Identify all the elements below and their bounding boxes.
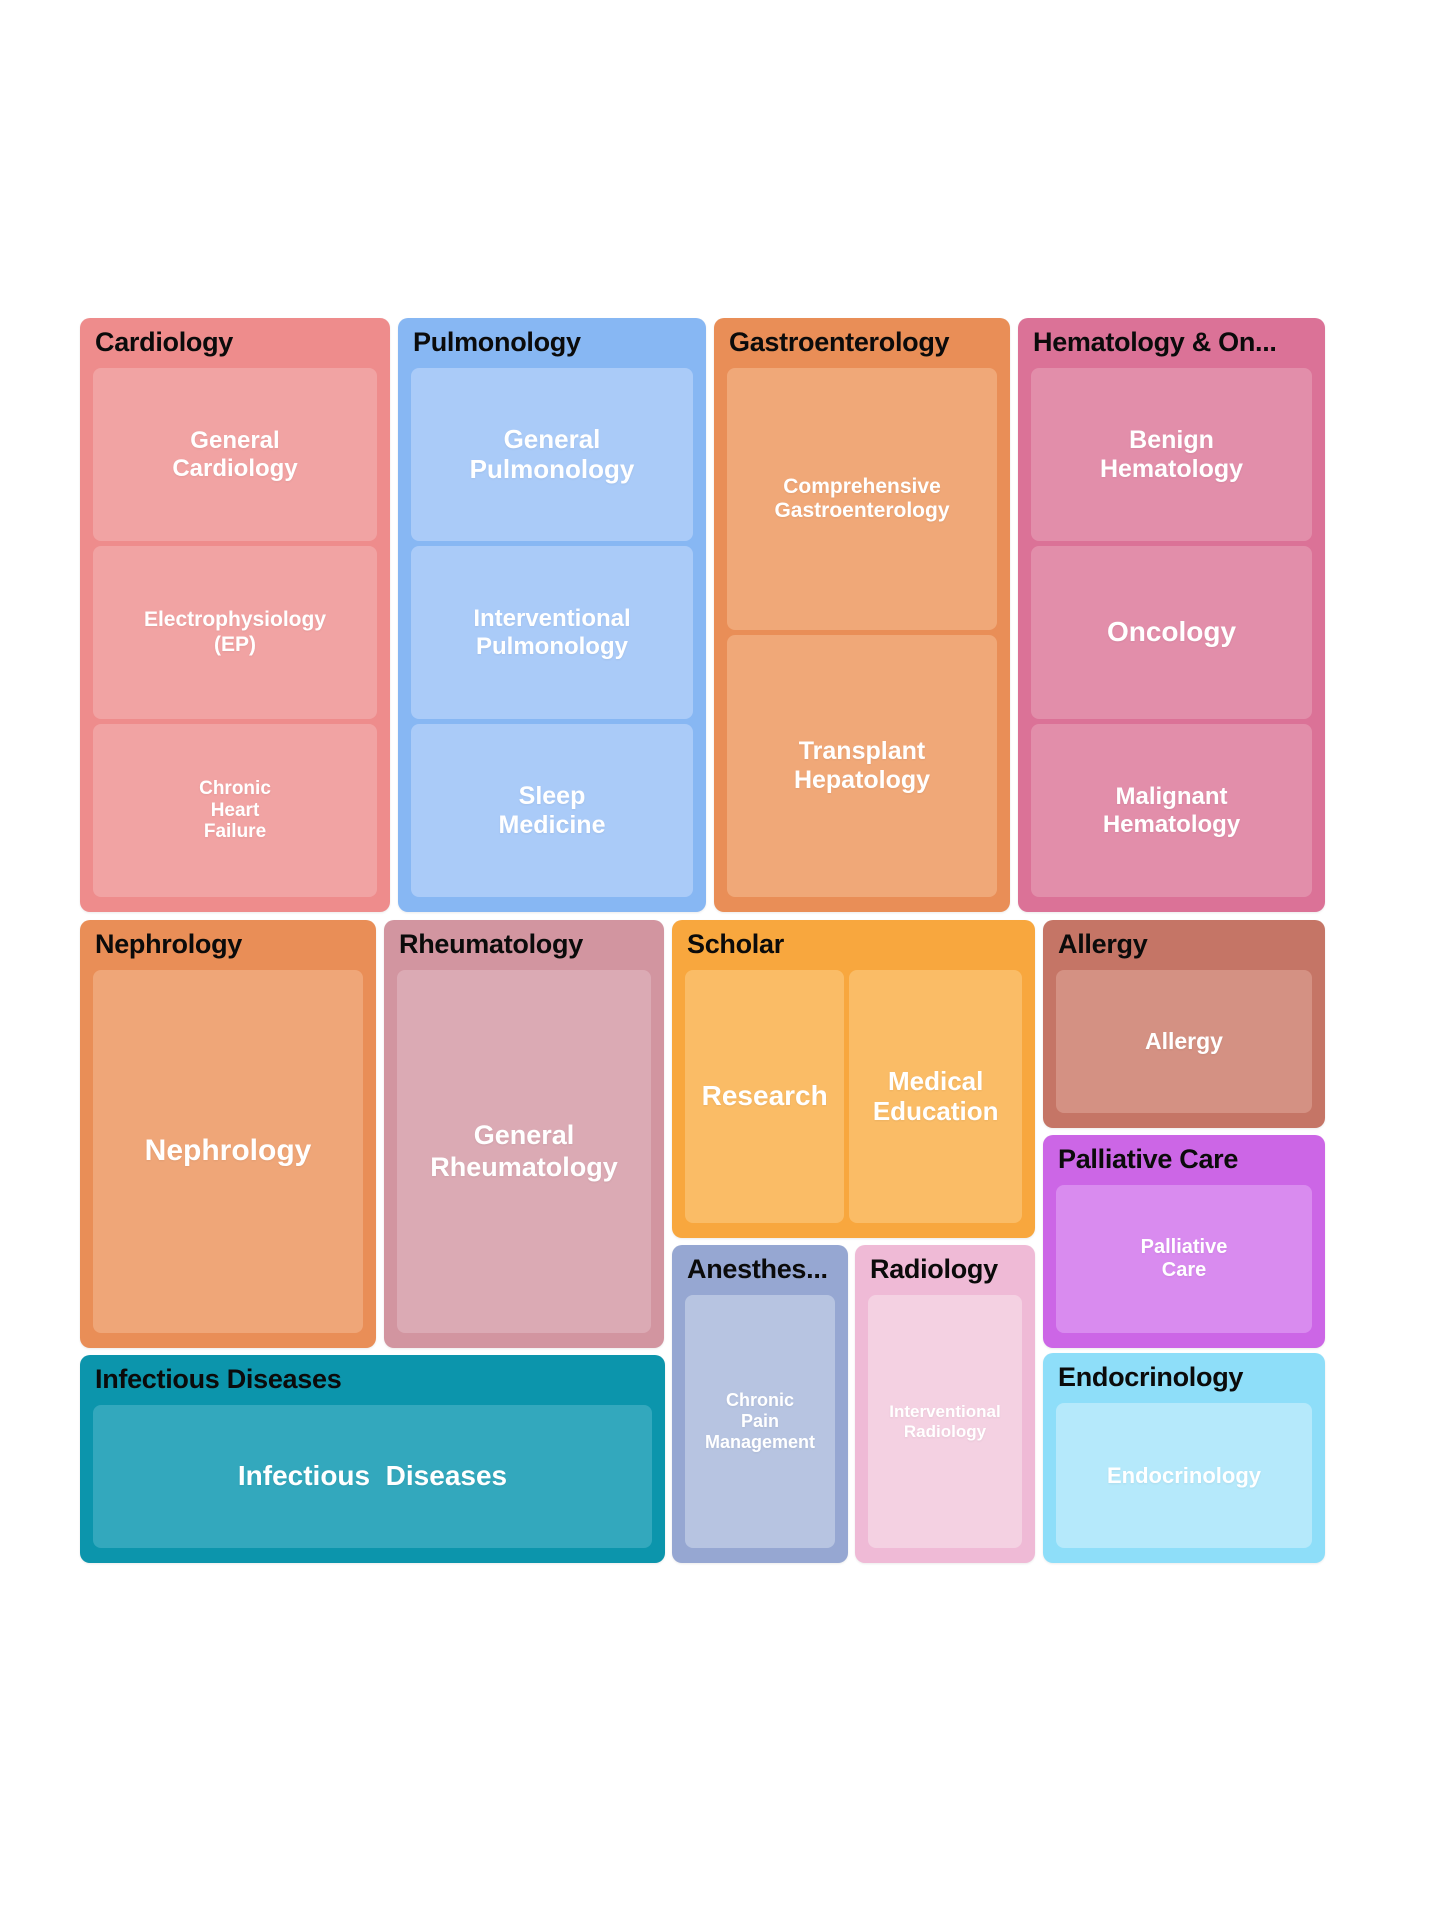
leaf-label: Benign Hematology [1099,425,1244,483]
section-children: Comprehensive Gastroenterology Transplan… [727,368,997,897]
treemap-leaf-transplant-hepatology[interactable]: Transplant Hepatology [727,635,997,897]
specialties-treemap: Cardiology General Cardiology Electrophy… [80,318,1325,1563]
treemap-leaf-benign-hematology[interactable]: Benign Hematology [1031,368,1312,541]
leaf-label: General Cardiology [172,426,298,482]
treemap-leaf-oncology[interactable]: Oncology [1031,546,1312,719]
treemap-leaf-chronic-pain-management[interactable]: Chronic Pain Management [685,1295,835,1548]
leaf-label: Infectious Diseases [237,1460,508,1492]
section-title-gastroenterology: Gastroenterology [729,327,950,357]
treemap-leaf-nephrology[interactable]: Nephrology [93,970,363,1333]
leaf-label: General Rheumatology [430,1120,618,1182]
section-title-cardiology: Cardiology [95,327,234,357]
treemap-leaf-general-rheumatology[interactable]: General Rheumatology [397,970,651,1333]
treemap-leaf-allergy[interactable]: Allergy [1056,970,1312,1113]
section-children: Infectious Diseases [93,1405,652,1548]
section-children: General Rheumatology [397,970,651,1333]
treemap-leaf-malignant-hematology[interactable]: Malignant Hematology [1031,724,1312,897]
leaf-label: Medical Education [872,1065,999,1126]
section-children: General Cardiology Electrophysiology (EP… [93,368,377,897]
section-children: General Pulmonology Interventional Pulmo… [411,368,693,897]
treemap-leaf-electrophysiology[interactable]: Electrophysiology (EP) [93,546,377,719]
section-title-nephrology: Nephrology [95,929,243,959]
section-children: Endocrinology [1056,1403,1312,1548]
treemap-section-hematology-oncology[interactable]: Hematology & On... Benign Hematology Onc… [1018,318,1325,912]
treemap-section-nephrology[interactable]: Nephrology Nephrology [80,920,376,1348]
section-children: Palliative Care [1056,1185,1312,1333]
treemap-leaf-chronic-heart-failure[interactable]: Chronic Heart Failure [93,724,377,897]
treemap-section-pulmonology[interactable]: Pulmonology General Pulmonology Interven… [398,318,706,912]
leaf-label: Malignant Hematology [1102,782,1241,838]
leaf-label: Interventional Pulmonology [473,604,631,660]
section-children: Chronic Pain Management [685,1295,835,1548]
treemap-leaf-general-cardiology[interactable]: General Cardiology [93,368,377,541]
treemap-section-cardiology[interactable]: Cardiology General Cardiology Electrophy… [80,318,390,912]
treemap-leaf-medical-education[interactable]: Medical Education [849,970,1022,1223]
leaf-label: Nephrology [144,1134,312,1168]
section-children: Benign Hematology Oncology Malignant Hem… [1031,368,1312,897]
section-title-pulmonology: Pulmonology [413,327,581,357]
section-title-endocrinology: Endocrinology [1058,1362,1244,1392]
treemap-leaf-endocrinology[interactable]: Endocrinology [1056,1403,1312,1548]
treemap-section-endocrinology[interactable]: Endocrinology Endocrinology [1043,1353,1325,1563]
section-children: Allergy [1056,970,1312,1113]
section-title-allergy: Allergy [1058,929,1148,959]
leaf-label: Transplant Hepatology [793,737,931,794]
leaf-label: General Pulmonology [469,423,635,484]
section-title-anesthesiology: Anesthes... [687,1254,828,1284]
treemap-leaf-interventional-pulmonology[interactable]: Interventional Pulmonology [411,546,693,719]
leaf-label: Electrophysiology (EP) [143,608,327,656]
treemap-leaf-palliative-care[interactable]: Palliative Care [1056,1185,1312,1333]
section-children: Interventional Radiology [868,1295,1022,1548]
treemap-section-palliative-care[interactable]: Palliative Care Palliative Care [1043,1135,1325,1348]
leaf-label: Endocrinology [1107,1462,1261,1488]
section-title-palliative-care: Palliative Care [1058,1144,1239,1174]
treemap-section-infectious-diseases[interactable]: Infectious Diseases Infectious Diseases [80,1355,665,1563]
treemap-section-scholar[interactable]: Scholar Research Medical Education [672,920,1035,1238]
section-title-radiology: Radiology [870,1254,998,1284]
section-children: Research Medical Education [685,970,1022,1223]
leaf-label: Research [701,1080,828,1112]
leaf-label: Comprehensive Gastroenterology [774,474,950,522]
leaf-label: Palliative Care [1140,1236,1228,1281]
leaf-label: Chronic Pain Management [704,1390,816,1452]
section-title-rheumatology: Rheumatology [399,929,583,959]
treemap-leaf-comprehensive-gastroenterology[interactable]: Comprehensive Gastroenterology [727,368,997,630]
treemap-leaf-general-pulmonology[interactable]: General Pulmonology [411,368,693,541]
leaf-label: Chronic Heart Failure [199,777,271,843]
leaf-label: Interventional Radiology [889,1401,1001,1441]
section-title-infectious-diseases: Infectious Diseases [95,1364,342,1394]
leaf-label: Allergy [1145,1028,1223,1055]
section-title-scholar: Scholar [687,929,784,959]
leaf-label: Oncology [1106,616,1237,648]
treemap-section-radiology[interactable]: Radiology Interventional Radiology [855,1245,1035,1563]
section-children: Nephrology [93,970,363,1333]
section-title-hematology-oncology: Hematology & On... [1033,327,1277,357]
treemap-leaf-research[interactable]: Research [685,970,845,1223]
treemap-section-gastroenterology[interactable]: Gastroenterology Comprehensive Gastroent… [714,318,1010,912]
treemap-section-anesthesiology[interactable]: Anesthes... Chronic Pain Management [672,1245,848,1563]
treemap-leaf-sleep-medicine[interactable]: Sleep Medicine [411,724,693,897]
treemap-section-rheumatology[interactable]: Rheumatology General Rheumatology [384,920,664,1348]
treemap-leaf-interventional-radiology[interactable]: Interventional Radiology [868,1295,1022,1548]
treemap-section-allergy[interactable]: Allergy Allergy [1043,920,1325,1128]
leaf-label: Sleep Medicine [498,781,606,839]
treemap-leaf-infectious-diseases[interactable]: Infectious Diseases [93,1405,652,1548]
